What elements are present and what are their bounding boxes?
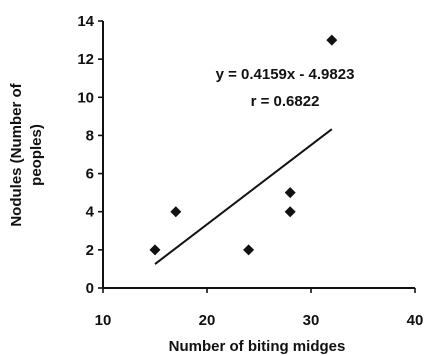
y-tick-label: 6 — [86, 166, 94, 183]
y-tick-label: 10 — [77, 89, 94, 106]
y-axis-title-line: peoples) — [28, 124, 45, 186]
y-tick-label: 14 — [77, 13, 94, 30]
equation-annotation: y = 0.4159x - 4.9823 — [216, 66, 355, 83]
y-axis-ticks: 0 2 4 6 8 10 12 14 — [77, 13, 103, 297]
data-point — [284, 187, 296, 199]
x-axis-ticks: 10 20 30 40 — [95, 288, 424, 329]
data-point — [243, 244, 255, 256]
x-tick-label: 40 — [407, 312, 424, 329]
data-points — [149, 34, 338, 256]
x-tick-label: 10 — [95, 312, 112, 329]
y-axis-title-line: Nodules (Number of — [8, 82, 25, 226]
y-tick-label: 8 — [86, 127, 94, 144]
y-axis-title: Nodules (Number of peoples) — [8, 82, 45, 226]
data-point — [284, 206, 296, 218]
y-tick-label: 0 — [86, 280, 94, 297]
x-axis-title: Number of biting midges — [169, 338, 346, 355]
correlation-annotation: r = 0.6822 — [251, 93, 320, 110]
x-tick-label: 20 — [199, 312, 216, 329]
y-tick-label: 2 — [86, 242, 94, 259]
y-tick-label: 12 — [77, 51, 94, 68]
data-point — [326, 34, 338, 46]
data-point — [170, 206, 182, 218]
y-tick-label: 4 — [86, 204, 95, 221]
data-point — [149, 244, 161, 256]
trendline — [154, 128, 333, 265]
x-tick-label: 30 — [303, 312, 320, 329]
